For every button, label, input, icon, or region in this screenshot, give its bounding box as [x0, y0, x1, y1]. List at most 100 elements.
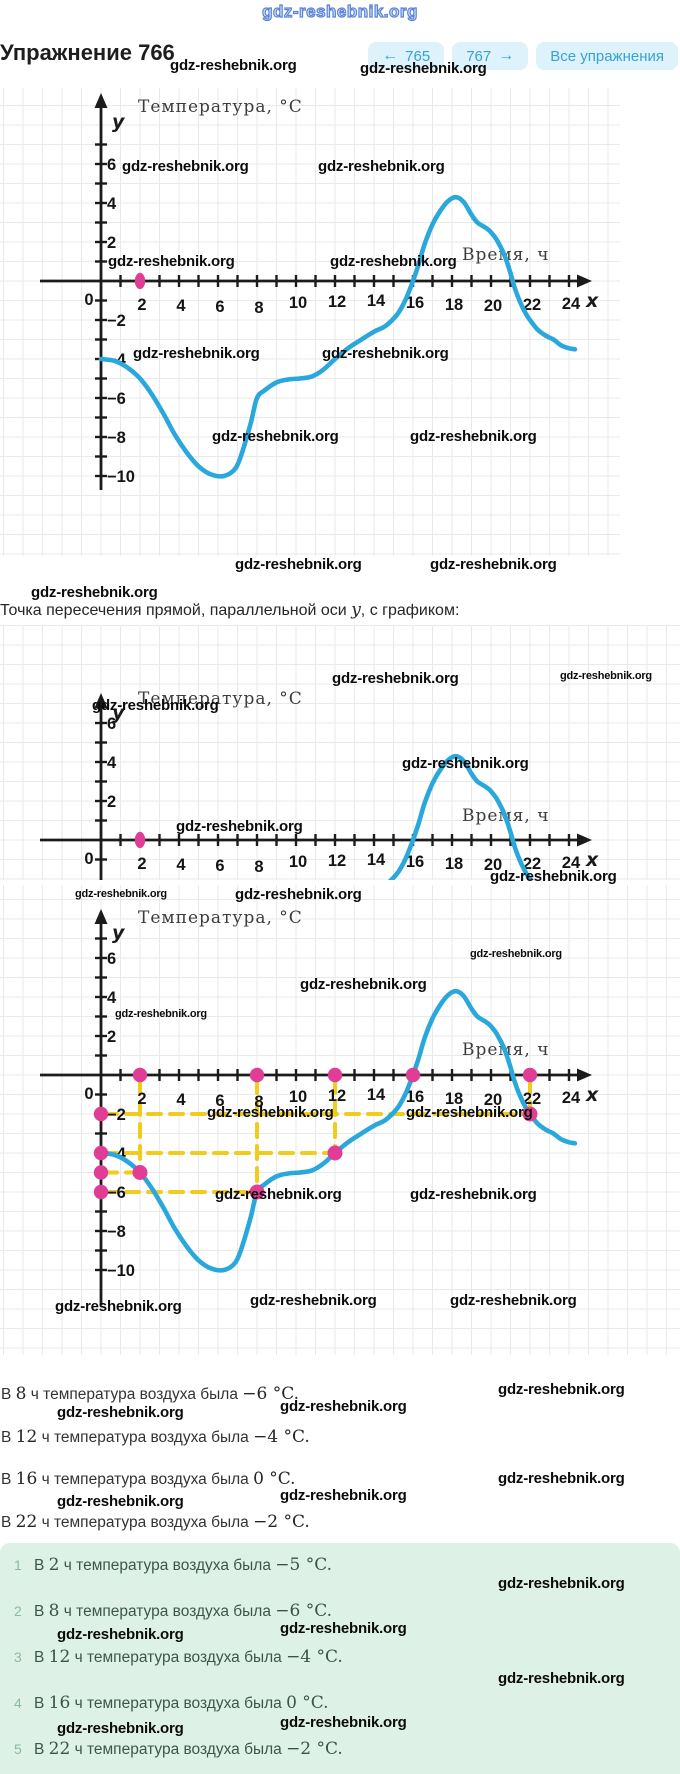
- all-exercises-label: Все упражнения: [550, 47, 664, 65]
- highlight-tick: [134, 272, 146, 290]
- site-watermark: gdz-reshebnik.org: [31, 584, 158, 601]
- svg-text:0: 0: [84, 291, 93, 309]
- svg-text:18: 18: [445, 855, 463, 873]
- x-axis-arrow-icon: [577, 1068, 592, 1082]
- findings-list: В 8 ч температура воздуха была −6 °C. В 1…: [0, 1384, 680, 1534]
- svg-text:−2: −2: [107, 312, 126, 330]
- svg-text:12: 12: [328, 1087, 346, 1105]
- axis-point: [522, 1067, 538, 1083]
- svg-text:22: 22: [523, 855, 541, 873]
- svg-text:8: 8: [254, 858, 263, 876]
- site-watermark: gdz-reshebnik.org: [57, 1493, 184, 1510]
- arrow-left-icon: ←: [382, 47, 399, 64]
- svg-text:2: 2: [137, 855, 146, 873]
- svg-text:6: 6: [215, 857, 224, 875]
- svg-text:18: 18: [445, 1090, 463, 1108]
- svg-text:6: 6: [215, 1092, 224, 1110]
- svg-text:4: 4: [176, 297, 186, 315]
- site-watermark: gdz-reshebnik.org: [133, 345, 260, 362]
- axis-point: [132, 1067, 148, 1083]
- site-watermark: gdz-reshebnik.org: [57, 1720, 184, 1737]
- curve-point: [132, 1165, 148, 1180]
- svg-text:6: 6: [107, 715, 116, 733]
- svg-text:4: 4: [107, 754, 117, 772]
- site-watermark: gdz-reshebnik.org: [75, 888, 167, 900]
- svg-text:20: 20: [484, 297, 502, 315]
- site-watermark: gdz-reshebnik.org: [170, 57, 297, 74]
- next-exercise-label: 767: [466, 47, 492, 65]
- svg-text:24: 24: [562, 295, 581, 313]
- site-watermark: gdz-reshebnik.org: [498, 1381, 625, 1398]
- y-axis-arrow-icon: [94, 693, 108, 708]
- axis-point: [93, 1145, 109, 1161]
- axis-point: [93, 1184, 109, 1200]
- exercise-nav: ← 765 767 → Все упражнения: [368, 42, 678, 70]
- svg-text:4: 4: [176, 1091, 186, 1109]
- site-watermark: gdz-reshebnik.org: [490, 868, 617, 885]
- y-axis-arrow-icon: [94, 909, 108, 924]
- next-exercise-button[interactable]: 767 →: [452, 42, 529, 70]
- svg-text:2: 2: [107, 234, 116, 252]
- svg-text:22: 22: [523, 1090, 541, 1108]
- axis-point: [93, 1165, 109, 1180]
- svg-text:22: 22: [523, 296, 541, 314]
- site-watermark: gdz-reshebnik.org: [332, 670, 459, 687]
- axis-point: [405, 1067, 421, 1083]
- solution-step-text-after: , с графиком:: [360, 602, 460, 619]
- site-watermark: gdz-reshebnik.org: [318, 158, 445, 175]
- svg-text:10: 10: [289, 294, 307, 312]
- svg-text:18: 18: [445, 296, 463, 314]
- svg-text:Температура, °C: Температура, °C: [138, 97, 303, 117]
- svg-text:2: 2: [107, 1028, 116, 1046]
- x-axis-arrow-icon: [577, 833, 592, 847]
- finding-line: В 16 ч температура воздуха была 0 °C.: [1, 1469, 296, 1489]
- site-watermark: gdz-reshebnik.org: [57, 1626, 184, 1643]
- svg-text:−8: −8: [107, 429, 126, 447]
- svg-text:24: 24: [562, 1089, 581, 1107]
- solution-step-text-var: y: [351, 600, 361, 620]
- site-watermark: gdz-reshebnik.org: [322, 345, 449, 362]
- site-watermark: gdz-reshebnik.org: [410, 1186, 537, 1203]
- temperature-graph-solution: 2 4 6 8 10 12 14 16 18 20 22 240642−2−4−6−8−10Темпе…: [0, 885, 680, 1355]
- site-watermark: gdz-reshebnik.org: [250, 1292, 377, 1309]
- svg-text:10: 10: [289, 853, 307, 871]
- site-watermark: gdz-reshebnik.org: [280, 1487, 407, 1504]
- svg-text:2: 2: [137, 1090, 146, 1108]
- site-watermark: gdz-reshebnik.org: [470, 948, 562, 960]
- arrow-right-icon: →: [498, 47, 515, 64]
- svg-text:24: 24: [562, 854, 581, 872]
- finding-line: В 8 ч температура воздуха была −6 °C.: [1, 1384, 300, 1404]
- svg-text:y: y: [112, 111, 126, 133]
- svg-text:8: 8: [254, 299, 263, 317]
- y-axis-arrow-icon: [94, 93, 108, 108]
- svg-text:Температура, °C: Температура, °C: [138, 689, 303, 709]
- site-watermark: gdz-reshebnik.org: [300, 976, 427, 993]
- site-watermark: gdz-reshebnik.org: [360, 60, 487, 77]
- svg-text:0: 0: [84, 850, 93, 868]
- svg-text:2: 2: [137, 296, 146, 314]
- site-watermark: gdz-reshebnik.org: [560, 670, 652, 682]
- answer-number: 5: [14, 1741, 22, 1757]
- site-watermark: gdz-reshebnik.org: [115, 1008, 207, 1020]
- svg-text:x: x: [585, 290, 599, 312]
- all-exercises-button[interactable]: Все упражнения: [536, 42, 678, 70]
- site-watermark: gdz-reshebnik.org: [450, 1292, 577, 1309]
- svg-text:16: 16: [406, 294, 424, 312]
- site-watermark: gdz-reshebnik.org: [108, 253, 235, 270]
- x-axis-arrow-icon: [577, 274, 592, 288]
- site-watermark: gdz-reshebnik.org: [498, 1575, 625, 1592]
- svg-text:20: 20: [484, 856, 502, 874]
- temperature-curve: [98, 194, 578, 479]
- prev-exercise-button[interactable]: ← 765: [368, 42, 445, 70]
- svg-text:14: 14: [367, 851, 386, 869]
- svg-text:12: 12: [328, 293, 346, 311]
- site-watermark: gdz-reshebnik.org: [176, 818, 303, 835]
- site-watermark: gdz-reshebnik.org: [280, 1714, 407, 1731]
- answer-number: 2: [14, 1603, 22, 1619]
- svg-text:2: 2: [107, 793, 116, 811]
- solution-step-text-before: Точка пересечения прямой, параллельной о…: [0, 602, 352, 619]
- svg-text:12: 12: [328, 852, 346, 870]
